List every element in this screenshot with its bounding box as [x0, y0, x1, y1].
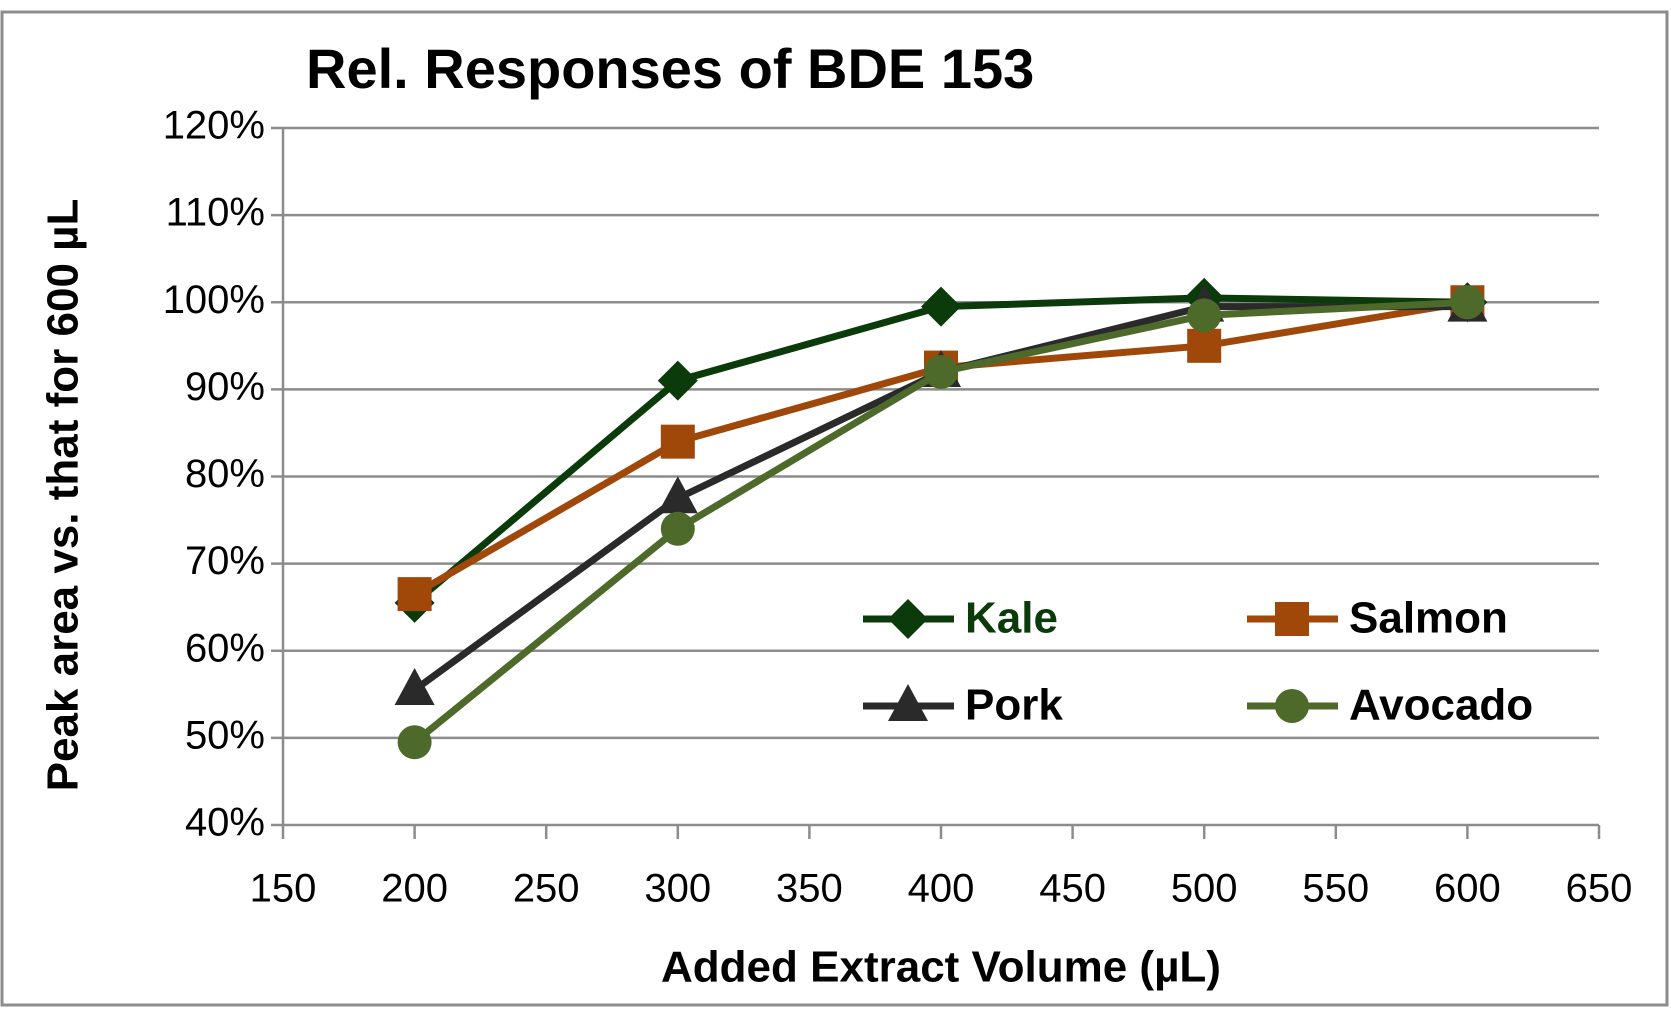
x-tick-label: 300	[644, 867, 711, 911]
y-tick-label: 120%	[163, 104, 265, 148]
x-tick-label: 150	[250, 867, 317, 911]
y-tick-label: 60%	[185, 626, 265, 670]
marker	[397, 577, 432, 612]
marker	[1187, 328, 1222, 363]
legend-label: Avocado	[1349, 681, 1533, 730]
marker	[1275, 602, 1309, 636]
y-axis-title: Peak area vs. that for 600 µL	[39, 199, 88, 792]
marker	[660, 424, 695, 459]
marker	[888, 599, 928, 639]
y-tick-label: 80%	[185, 452, 265, 496]
marker	[397, 725, 432, 760]
x-tick-label: 600	[1434, 867, 1501, 911]
marker	[657, 360, 698, 401]
marker	[1450, 285, 1485, 320]
marker	[660, 511, 695, 546]
y-tick-label: 40%	[185, 801, 265, 845]
marker	[921, 286, 961, 327]
x-tick-label: 250	[513, 867, 580, 911]
marker	[888, 684, 928, 721]
legend-label: Kale	[965, 594, 1058, 643]
x-tick-label: 550	[1302, 867, 1369, 911]
chart-frame	[0, 10, 1669, 1007]
legend-label: Pork	[965, 681, 1063, 730]
marker	[657, 476, 698, 514]
x-tick-label: 350	[776, 867, 843, 911]
x-tick-label: 200	[381, 867, 448, 911]
x-axis-title: Added Extract Volume (µL)	[661, 943, 1221, 992]
x-tick-label: 650	[1566, 867, 1633, 911]
y-tick-label: 50%	[185, 713, 265, 757]
x-tick-label: 450	[1039, 867, 1106, 911]
marker	[1275, 689, 1309, 723]
y-tick-label: 100%	[163, 278, 265, 322]
x-tick-label: 500	[1171, 867, 1238, 911]
y-tick-label: 70%	[185, 539, 265, 583]
chart-title: Rel. Responses of BDE 153	[306, 37, 1034, 100]
y-tick-label: 90%	[185, 365, 265, 409]
marker	[924, 354, 958, 389]
y-tick-label: 110%	[166, 191, 265, 235]
legend-label: Salmon	[1349, 594, 1508, 643]
marker	[394, 667, 435, 705]
marker	[1187, 298, 1222, 333]
x-tick-label: 400	[908, 867, 975, 911]
